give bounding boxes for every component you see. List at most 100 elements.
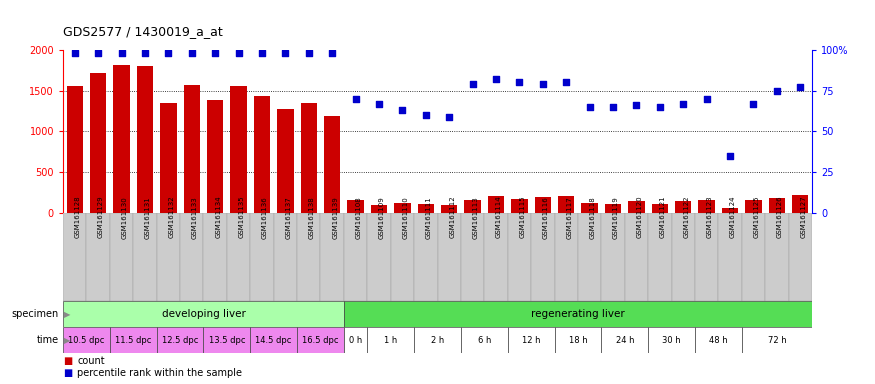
Point xyxy=(559,79,573,86)
Bar xyxy=(157,213,180,301)
Bar xyxy=(136,66,153,213)
Text: GSM161120: GSM161120 xyxy=(636,196,642,238)
Point xyxy=(606,104,620,110)
Point xyxy=(326,50,340,56)
Text: count: count xyxy=(77,356,105,366)
Point xyxy=(466,81,480,87)
Text: GSM161138: GSM161138 xyxy=(309,196,315,238)
Text: 1 h: 1 h xyxy=(384,336,397,345)
Bar xyxy=(558,197,574,213)
Text: GDS2577 / 1430019_a_at: GDS2577 / 1430019_a_at xyxy=(63,25,223,38)
Bar xyxy=(438,213,461,301)
Bar xyxy=(414,327,461,353)
Point xyxy=(185,50,199,56)
Text: GSM161114: GSM161114 xyxy=(496,196,502,238)
Text: GSM161110: GSM161110 xyxy=(402,196,409,238)
Point xyxy=(583,104,597,110)
Text: 0 h: 0 h xyxy=(349,336,362,345)
Bar xyxy=(301,103,317,213)
Text: 2 h: 2 h xyxy=(430,336,444,345)
Text: ■: ■ xyxy=(63,356,73,366)
Text: GSM161118: GSM161118 xyxy=(590,196,596,238)
Bar xyxy=(227,213,250,301)
Text: GSM161109: GSM161109 xyxy=(379,196,385,238)
Bar xyxy=(344,213,368,301)
Text: GSM161111: GSM161111 xyxy=(426,196,431,238)
Point xyxy=(536,81,550,87)
Point xyxy=(442,114,456,120)
Text: GSM161136: GSM161136 xyxy=(262,196,268,238)
Bar xyxy=(485,213,508,301)
Text: GSM161129: GSM161129 xyxy=(98,196,104,238)
Bar xyxy=(110,327,157,353)
Text: GSM161116: GSM161116 xyxy=(542,196,549,238)
Text: 10.5 dpc: 10.5 dpc xyxy=(68,336,105,345)
Bar xyxy=(625,213,648,301)
Text: ▶: ▶ xyxy=(64,310,70,319)
Bar xyxy=(742,327,812,353)
Bar xyxy=(742,213,765,301)
Bar xyxy=(488,197,504,213)
Bar xyxy=(441,205,458,213)
Bar xyxy=(87,213,110,301)
Text: GSM161127: GSM161127 xyxy=(801,196,806,238)
Bar xyxy=(395,203,410,213)
Bar xyxy=(648,327,695,353)
Text: specimen: specimen xyxy=(11,309,59,319)
Bar xyxy=(648,213,672,301)
Bar xyxy=(718,213,742,301)
Bar xyxy=(722,208,738,213)
Bar xyxy=(788,213,812,301)
Bar xyxy=(298,327,344,353)
Bar xyxy=(203,213,227,301)
Point xyxy=(746,101,760,107)
Text: 48 h: 48 h xyxy=(709,336,728,345)
Text: 72 h: 72 h xyxy=(767,336,787,345)
Text: GSM161139: GSM161139 xyxy=(332,196,338,238)
Text: 24 h: 24 h xyxy=(615,336,634,345)
Bar xyxy=(605,204,621,213)
Bar xyxy=(344,301,812,327)
Text: GSM161113: GSM161113 xyxy=(473,196,479,238)
Bar xyxy=(390,213,414,301)
Text: 30 h: 30 h xyxy=(662,336,681,345)
Point xyxy=(723,153,737,159)
Point xyxy=(91,50,105,56)
Text: GSM161117: GSM161117 xyxy=(566,196,572,238)
Point xyxy=(138,50,152,56)
Bar xyxy=(511,199,528,213)
Bar xyxy=(695,213,718,301)
Bar xyxy=(344,327,368,353)
Bar xyxy=(531,213,555,301)
Text: GSM161126: GSM161126 xyxy=(777,196,783,238)
Text: ▶: ▶ xyxy=(64,336,70,345)
Bar xyxy=(368,213,390,301)
Point xyxy=(348,96,362,102)
Point xyxy=(278,50,292,56)
Bar xyxy=(160,103,177,213)
Bar xyxy=(114,65,130,213)
Text: GSM161130: GSM161130 xyxy=(122,196,128,238)
Point xyxy=(489,76,503,82)
Bar xyxy=(371,205,387,213)
Bar xyxy=(63,327,110,353)
Point xyxy=(419,112,433,118)
Text: GSM161124: GSM161124 xyxy=(730,196,736,238)
Text: GSM161123: GSM161123 xyxy=(707,196,712,238)
Bar xyxy=(66,86,83,213)
Point xyxy=(396,107,410,113)
Bar xyxy=(417,204,434,213)
Bar xyxy=(184,85,200,213)
Text: 12 h: 12 h xyxy=(522,336,541,345)
Bar xyxy=(157,327,203,353)
Bar xyxy=(582,203,598,213)
Bar xyxy=(652,204,668,213)
Bar xyxy=(465,200,480,213)
Bar xyxy=(601,327,648,353)
Bar xyxy=(461,213,485,301)
Text: ■: ■ xyxy=(63,368,73,379)
Text: 11.5 dpc: 11.5 dpc xyxy=(115,336,151,345)
Bar xyxy=(230,86,247,213)
Point xyxy=(161,50,175,56)
Point xyxy=(513,79,527,86)
